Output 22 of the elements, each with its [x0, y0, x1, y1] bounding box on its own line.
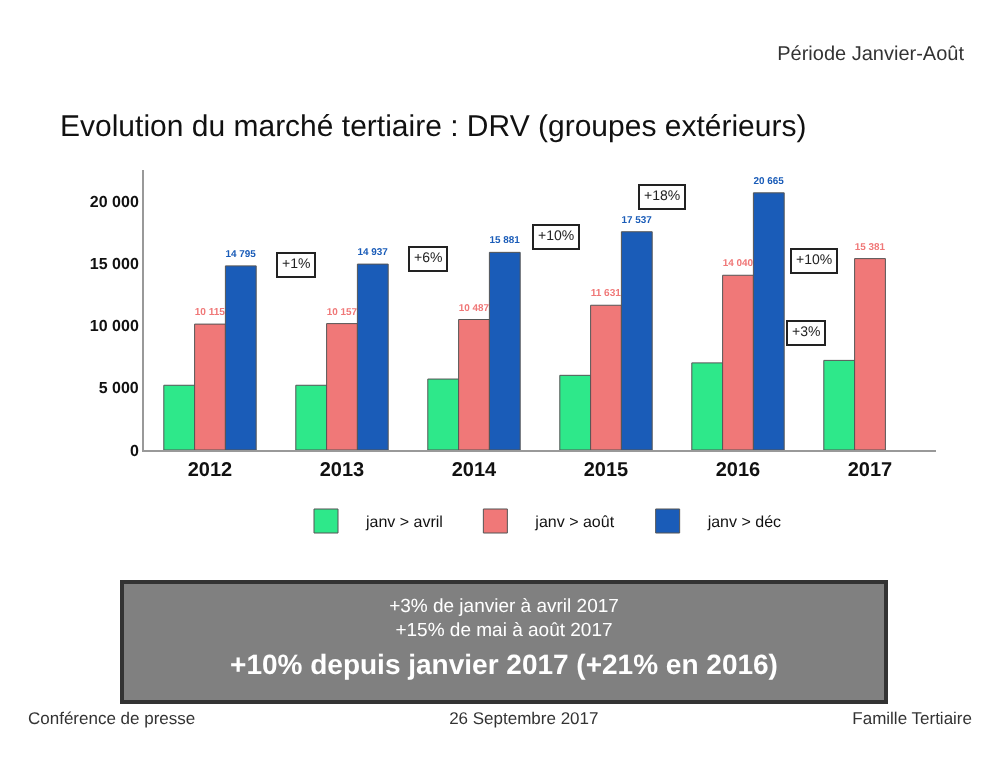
- y-tick-label: 10 000: [89, 317, 140, 336]
- x-tick-label: 2017: [847, 460, 894, 482]
- x-tick-label: 2013: [319, 460, 366, 482]
- y-tick-label: 15 000: [89, 254, 140, 273]
- chart-subtitle: Période Janvier-Août: [777, 44, 964, 66]
- x-tick-label: 2015: [583, 460, 630, 482]
- x-tick-label: 2016: [715, 460, 762, 482]
- y-tick-label: 20 000: [89, 192, 140, 211]
- text: Conférence de presse: [28, 708, 196, 728]
- text: Famille Tertiaire: [852, 708, 972, 728]
- text: +3% de janvier à avril 2017: [387, 596, 621, 620]
- text: 26 Septembre 2017: [449, 708, 599, 728]
- legend-label: janv > août: [533, 513, 616, 532]
- y-tick-label: 5 000: [98, 379, 140, 398]
- chart-title: Evolution du marché tertiaire : DRV (groupes extérieurs): [60, 110, 807, 144]
- text: +15% de mai à août 2017: [393, 620, 615, 644]
- x-tick-label: 2012: [187, 460, 234, 482]
- x-tick-label: 2014: [451, 460, 498, 482]
- text: +10% depuis janvier 2017 (+21% en 2016): [228, 648, 780, 680]
- y-tick-label: 0: [129, 441, 140, 460]
- legend-label: janv > déc: [705, 513, 782, 532]
- legend-label: janv > avril: [364, 513, 444, 532]
